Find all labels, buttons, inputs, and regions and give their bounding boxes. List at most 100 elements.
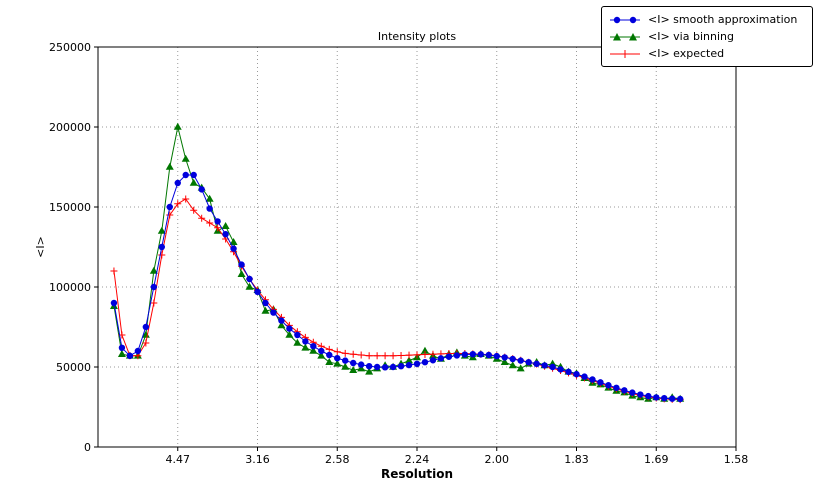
circle-marker-icon: [110, 299, 118, 307]
circle-marker-icon: [669, 395, 676, 402]
plus-marker-icon: [182, 195, 190, 203]
triangle-marker-icon: [285, 330, 294, 338]
x-tick-label: 1.58: [724, 453, 749, 466]
plus-marker-icon: [214, 224, 222, 232]
triangle-marker-icon: [516, 364, 525, 372]
circle-marker-icon: [262, 299, 269, 307]
chart-title: Intensity plots: [378, 30, 456, 43]
circle-marker-icon: [397, 363, 405, 370]
plus-marker-icon: [429, 350, 437, 358]
circle-marker-icon: [637, 391, 644, 398]
legend-label: <I> via binning: [648, 30, 734, 43]
triangle-marker-icon: [341, 362, 350, 370]
plus-marker-icon: [325, 345, 333, 353]
circle-marker-icon: [557, 366, 564, 373]
circle-marker-icon: [501, 354, 508, 361]
x-tick-label: 3.16: [245, 453, 270, 466]
circle-marker-icon: [373, 363, 381, 371]
circle-marker-icon: [605, 382, 612, 389]
circle-marker-icon: [342, 357, 349, 364]
plus-marker-icon: [373, 352, 381, 360]
triangle-marker-icon: [301, 343, 310, 351]
legend-sample-plus: [610, 49, 640, 58]
circle-marker-icon: [182, 171, 189, 179]
circle-marker-icon: [142, 323, 150, 331]
legend-item-via-binning: <I> via binning: [608, 28, 806, 45]
circle-marker-icon: [525, 359, 532, 366]
circle-marker-icon: [533, 360, 540, 367]
circle-marker-icon: [158, 243, 165, 251]
triangle-marker-icon: [629, 32, 637, 40]
circle-marker-icon: [613, 16, 621, 23]
circle-marker-icon: [318, 347, 325, 355]
triangle-marker-icon: [205, 194, 214, 202]
plus-marker-icon: [365, 352, 373, 360]
plus-marker-icon: [349, 350, 357, 358]
y-tick-label: 150000: [49, 201, 91, 214]
circle-marker-icon: [549, 363, 556, 371]
triangle-marker-icon: [325, 358, 334, 365]
triangle-marker-icon: [181, 154, 190, 162]
triangle-marker-icon: [500, 358, 509, 365]
plus-marker-icon: [413, 351, 421, 359]
circle-marker-icon: [381, 364, 389, 371]
axis-ticks: 4.47 3.16 2.58 2.24 2.00 1.83 1.69 1.58 0 50000 10…: [49, 41, 748, 466]
plus-marker-icon: [198, 214, 206, 222]
legend-item-smooth-approximation: <I> smooth approximation: [608, 11, 806, 28]
circle-marker-icon: [453, 352, 461, 359]
legend-label: <I> smooth approximation: [648, 13, 798, 26]
circle-marker-icon: [629, 16, 637, 23]
y-tick-label: 0: [84, 441, 91, 454]
triangle-marker-icon: [229, 238, 238, 245]
plus-marker-icon: [142, 339, 150, 347]
legend-item-expected: <I> expected: [608, 45, 806, 62]
circle-marker-icon: [613, 384, 620, 391]
x-tick-label: 1.69: [644, 453, 669, 466]
circle-marker-icon: [461, 351, 469, 358]
triangle-marker-icon: [157, 226, 166, 234]
triangle-marker-icon: [117, 350, 126, 357]
triangle-marker-icon: [221, 222, 230, 229]
triangle-marker-icon: [333, 359, 342, 367]
circle-marker-icon: [357, 361, 365, 368]
y-tick-label: 250000: [49, 41, 91, 54]
circle-marker-icon: [326, 351, 333, 359]
plus-marker-icon: [110, 267, 118, 275]
y-tick-label: 200000: [49, 121, 91, 134]
circle-marker-icon: [469, 351, 477, 358]
plus-marker-icon: [206, 219, 214, 227]
circle-marker-icon: [629, 389, 636, 396]
triangle-marker-icon: [149, 266, 158, 274]
circle-marker-icon: [389, 363, 397, 371]
plus-marker-icon: [333, 348, 341, 356]
circle-marker-icon: [190, 171, 197, 179]
circle-marker-icon: [230, 245, 237, 252]
triangle-marker-icon: [293, 338, 302, 346]
triangle-marker-icon: [357, 364, 366, 372]
data-series: [109, 122, 685, 404]
circle-marker-icon: [565, 368, 572, 375]
circle-marker-icon: [541, 362, 548, 369]
circle-marker-icon: [118, 344, 126, 351]
circle-marker-icon: [645, 392, 652, 400]
circle-marker-icon: [493, 352, 500, 360]
plus-marker-icon: [341, 349, 349, 357]
triangle-marker-icon: [309, 346, 318, 354]
legend: <I> smooth approximation <I> via binning…: [601, 6, 813, 67]
circle-marker-icon: [517, 357, 524, 364]
circle-marker-icon: [150, 283, 158, 291]
series-plus: [110, 195, 684, 404]
circle-marker-icon: [278, 317, 285, 324]
circle-marker-icon: [429, 357, 437, 364]
plus-marker-icon: [150, 299, 158, 307]
plus-marker-icon: [389, 352, 397, 360]
series-line: [113, 198, 681, 401]
triangle-marker-icon: [141, 330, 150, 338]
y-axis-label: <I>: [34, 236, 47, 258]
plus-marker-icon: [174, 200, 182, 208]
triangle-marker-icon: [508, 361, 517, 369]
circle-marker-icon: [445, 353, 453, 360]
circle-marker-icon: [597, 379, 604, 386]
triangle-marker-icon: [277, 321, 286, 329]
